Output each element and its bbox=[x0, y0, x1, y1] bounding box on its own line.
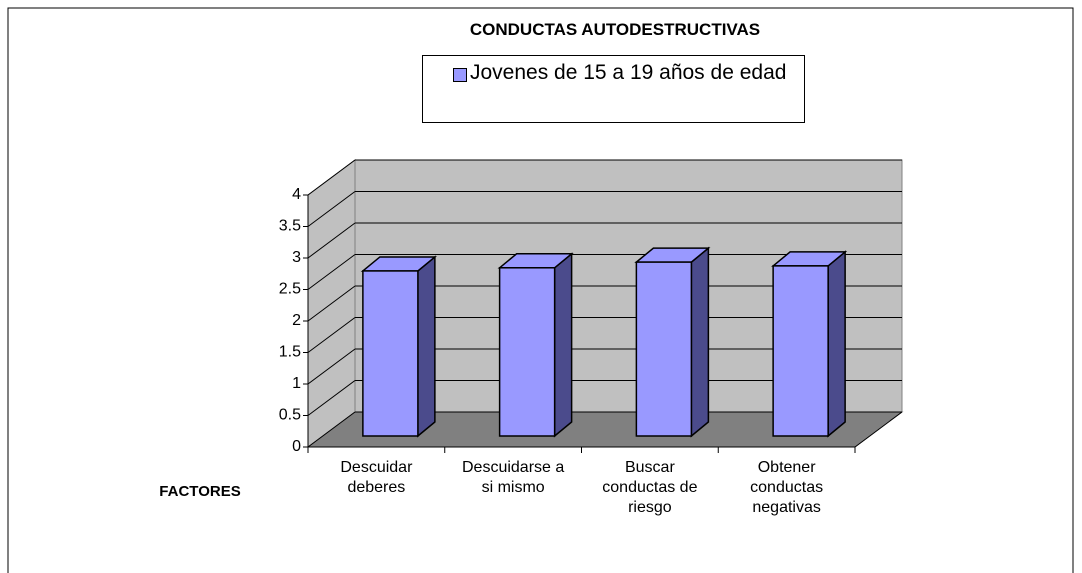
bar-side bbox=[827, 250, 846, 438]
grid-line bbox=[307, 285, 356, 322]
grid-line bbox=[307, 159, 356, 196]
y-tick-label: 0.5 bbox=[279, 407, 301, 424]
y-tick-label: 1.5 bbox=[279, 344, 301, 361]
legend: Jovenes de 15 a 19 años de edad bbox=[422, 55, 805, 123]
grid-line bbox=[307, 317, 356, 353]
y-tick-label: 4 bbox=[292, 186, 301, 203]
grid-line bbox=[307, 254, 356, 290]
x-tick-label: Obtener conductas negativas bbox=[750, 459, 824, 516]
bar-side bbox=[690, 246, 710, 438]
legend-swatch bbox=[453, 68, 467, 82]
y-tick-label: 2 bbox=[292, 312, 301, 329]
y-tick-label: 2.5 bbox=[279, 281, 301, 298]
bar-side bbox=[553, 252, 573, 438]
y-tick-label: 0 bbox=[292, 438, 301, 455]
chart-title: CONDUCTAS AUTODESTRUCTIVAS bbox=[469, 20, 761, 39]
x-tick-label: Descuidarse a si mismo bbox=[461, 459, 565, 496]
grid-line bbox=[307, 348, 356, 385]
floor-edge bbox=[854, 411, 903, 448]
grid-line bbox=[307, 222, 356, 259]
legend-label: Jovenes de 15 a 19 años de edad bbox=[470, 61, 787, 84]
bar bbox=[772, 265, 829, 437]
grid-line bbox=[307, 380, 356, 416]
bar bbox=[362, 270, 419, 437]
bar-side bbox=[417, 255, 436, 438]
y-tick-label: 3 bbox=[292, 249, 301, 266]
grid-line bbox=[307, 191, 356, 227]
y-tick-label: 1 bbox=[292, 375, 301, 392]
x-tick-label: Buscar conductas de riesgo bbox=[602, 459, 698, 516]
grid-line bbox=[307, 411, 356, 448]
x-axis-title: FACTORES bbox=[159, 483, 241, 500]
y-tick-label: 3.5 bbox=[279, 218, 301, 235]
bar bbox=[498, 267, 556, 437]
x-tick-label: Descuidar deberes bbox=[340, 459, 413, 496]
bar bbox=[635, 261, 693, 437]
frame bbox=[7, 7, 1074, 573]
